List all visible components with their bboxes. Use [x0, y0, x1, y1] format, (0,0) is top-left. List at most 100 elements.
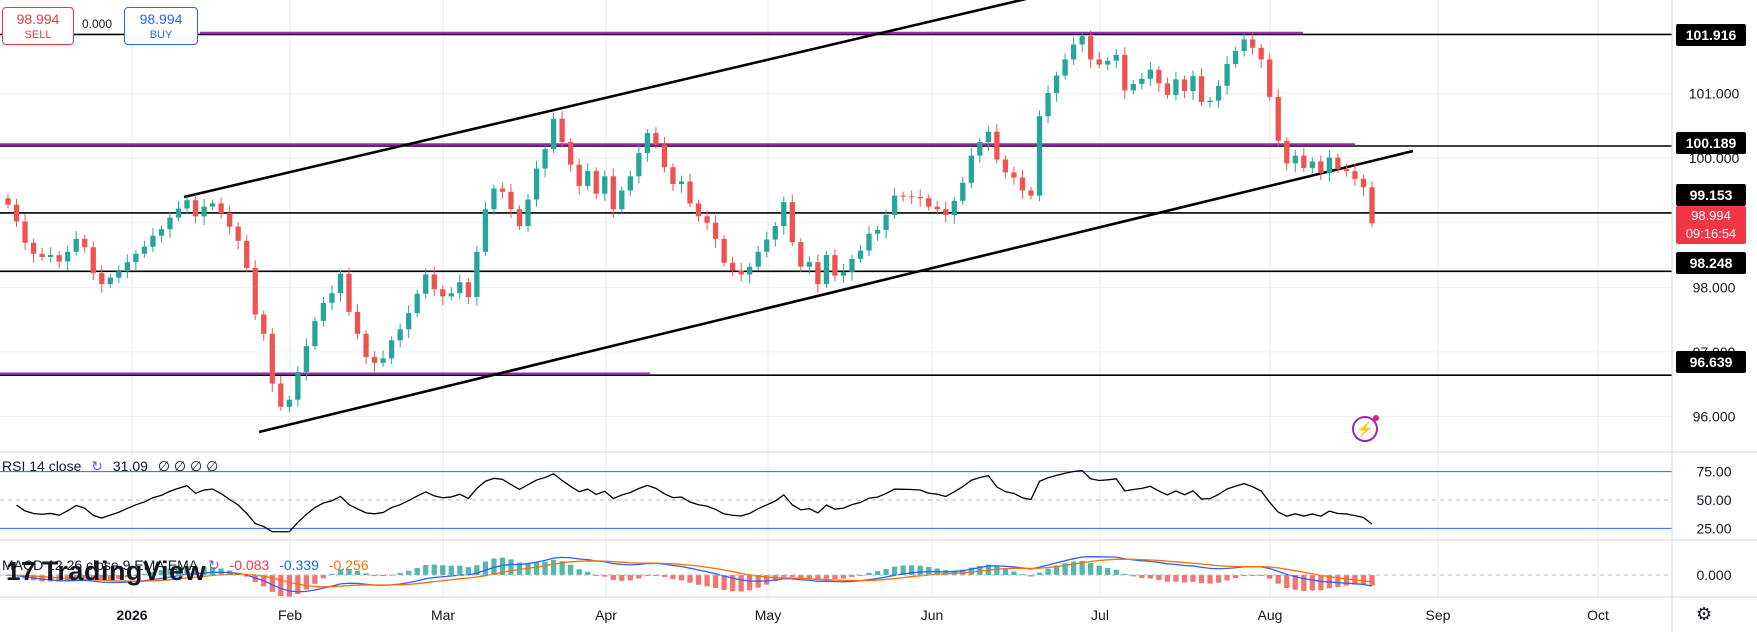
- candle-body: [30, 242, 37, 254]
- macd-hist-bar: [1318, 575, 1324, 591]
- macd-hist-bar: [431, 564, 437, 575]
- candle-body: [346, 273, 352, 312]
- macd-hist-bar: [866, 572, 872, 575]
- macd-hist-bar: [687, 575, 693, 583]
- x-tick-label: Jul: [1091, 607, 1109, 623]
- candle-body: [772, 226, 778, 240]
- macd-hist-bar: [1215, 575, 1222, 583]
- candle-body: [985, 131, 992, 143]
- candle-body: [934, 206, 940, 210]
- macd-hist-bar: [900, 565, 906, 575]
- candle-body: [926, 198, 932, 207]
- macd-hist-bar: [516, 562, 523, 575]
- rsi-settings-icon[interactable]: ↻: [91, 458, 103, 474]
- candle-body: [508, 191, 514, 210]
- candle-body: [465, 282, 471, 298]
- candle-body: [1181, 79, 1188, 92]
- alert-dot: [1373, 415, 1379, 421]
- rsi-legend[interactable]: RSI 14 close ↻ 31.09 ∅ ∅ ∅ ∅: [2, 458, 224, 475]
- candle-body: [704, 216, 710, 223]
- candle-body: [525, 199, 531, 226]
- macd-hist-bar: [1028, 575, 1034, 577]
- current-price-value: 98.994: [1691, 208, 1731, 223]
- macd-hist-bar: [815, 575, 821, 581]
- macd-hist-bar: [1181, 575, 1188, 583]
- x-tick-label: Feb: [278, 607, 302, 623]
- macd-hist-bar: [1113, 569, 1119, 575]
- candle-body: [559, 118, 565, 143]
- macd-legend[interactable]: MACD 12 26 close 9 EMA EMA ↻ -0.083 -0.3…: [2, 557, 374, 574]
- candle-body: [678, 181, 685, 185]
- candle-body: [1053, 75, 1060, 93]
- macd-hist-bar: [1207, 575, 1213, 584]
- macd-hist-bar: [661, 575, 668, 577]
- candle-body: [1241, 39, 1247, 52]
- macd-hist-bar: [525, 563, 531, 575]
- candle-body: [1122, 54, 1128, 91]
- candle-body: [1011, 172, 1017, 178]
- x-tick-label: Jun: [921, 607, 944, 623]
- candle-body: [1096, 59, 1102, 65]
- candle-body: [414, 293, 420, 314]
- candle-body: [712, 222, 719, 239]
- macd-hist-bar: [653, 575, 659, 576]
- macd-hist-bar: [789, 575, 795, 577]
- macd-hist-bar: [320, 575, 327, 579]
- candle-body: [56, 255, 62, 262]
- macd-hist-bar: [133, 575, 139, 576]
- bar-countdown: 09:16:54: [1685, 226, 1737, 241]
- candle-body: [857, 250, 864, 259]
- candle-body: [1224, 63, 1230, 86]
- candle-body: [533, 168, 540, 200]
- macd-hist-bar: [627, 575, 633, 581]
- macd-hist-bar: [644, 575, 651, 576]
- macd-hist-bar: [1360, 575, 1367, 585]
- macd-hist-bar: [150, 571, 156, 575]
- macd-hist-bar: [1019, 574, 1026, 576]
- candle-body: [891, 195, 898, 216]
- candle-body: [1360, 178, 1367, 188]
- candle-body: [406, 313, 412, 330]
- rsi-label: RSI 14 close: [2, 458, 82, 474]
- candle-body: [39, 253, 45, 257]
- candle-body: [576, 164, 582, 186]
- level-tag-100189: 100.189: [1676, 132, 1746, 154]
- candle-body: [1232, 51, 1239, 64]
- channel-lower-line: [258, 149, 1414, 434]
- macd-hist-bar: [371, 575, 378, 576]
- macd-hist-bar: [482, 561, 489, 575]
- macd-hist-bar: [474, 565, 480, 575]
- candle-body: [448, 293, 454, 297]
- macd-hist-bar: [943, 570, 949, 575]
- macd-hist-bar: [1088, 563, 1094, 575]
- candle-body: [116, 271, 122, 278]
- sell-button[interactable]: 98.994 SELL: [2, 7, 74, 45]
- macd-hist-bar: [712, 575, 719, 588]
- candle-body: [900, 195, 906, 197]
- macd-hist-bar: [491, 558, 497, 575]
- candle-body: [670, 167, 676, 185]
- candle-body: [201, 206, 207, 217]
- candle-body: [1045, 92, 1051, 117]
- candle-body: [431, 274, 437, 290]
- macd-hist-bar: [806, 575, 812, 579]
- candle-body: [13, 204, 20, 222]
- candle-body: [1156, 69, 1162, 84]
- macd-signal-value: -0.256: [328, 557, 369, 573]
- candle-body: [235, 226, 241, 241]
- macd-hist-bar: [1130, 575, 1136, 577]
- macd-hist-bar: [798, 575, 804, 579]
- macd-hist-value: -0.083: [229, 557, 270, 573]
- macd-hist-bar: [286, 575, 292, 597]
- candle-body: [1250, 39, 1256, 48]
- buy-button[interactable]: 98.994 BUY: [124, 7, 198, 45]
- alert-icon[interactable]: ⚡: [1352, 415, 1379, 442]
- buy-price: 98.994: [139, 11, 183, 27]
- settings-gear-icon[interactable]: ⚙: [1696, 604, 1713, 624]
- macd-hist-bar: [977, 565, 983, 575]
- macd-settings-icon[interactable]: ↻: [207, 557, 220, 573]
- macd-hist-bar: [670, 575, 676, 580]
- macd-hist-bar: [636, 575, 642, 579]
- candle-body: [1335, 157, 1341, 170]
